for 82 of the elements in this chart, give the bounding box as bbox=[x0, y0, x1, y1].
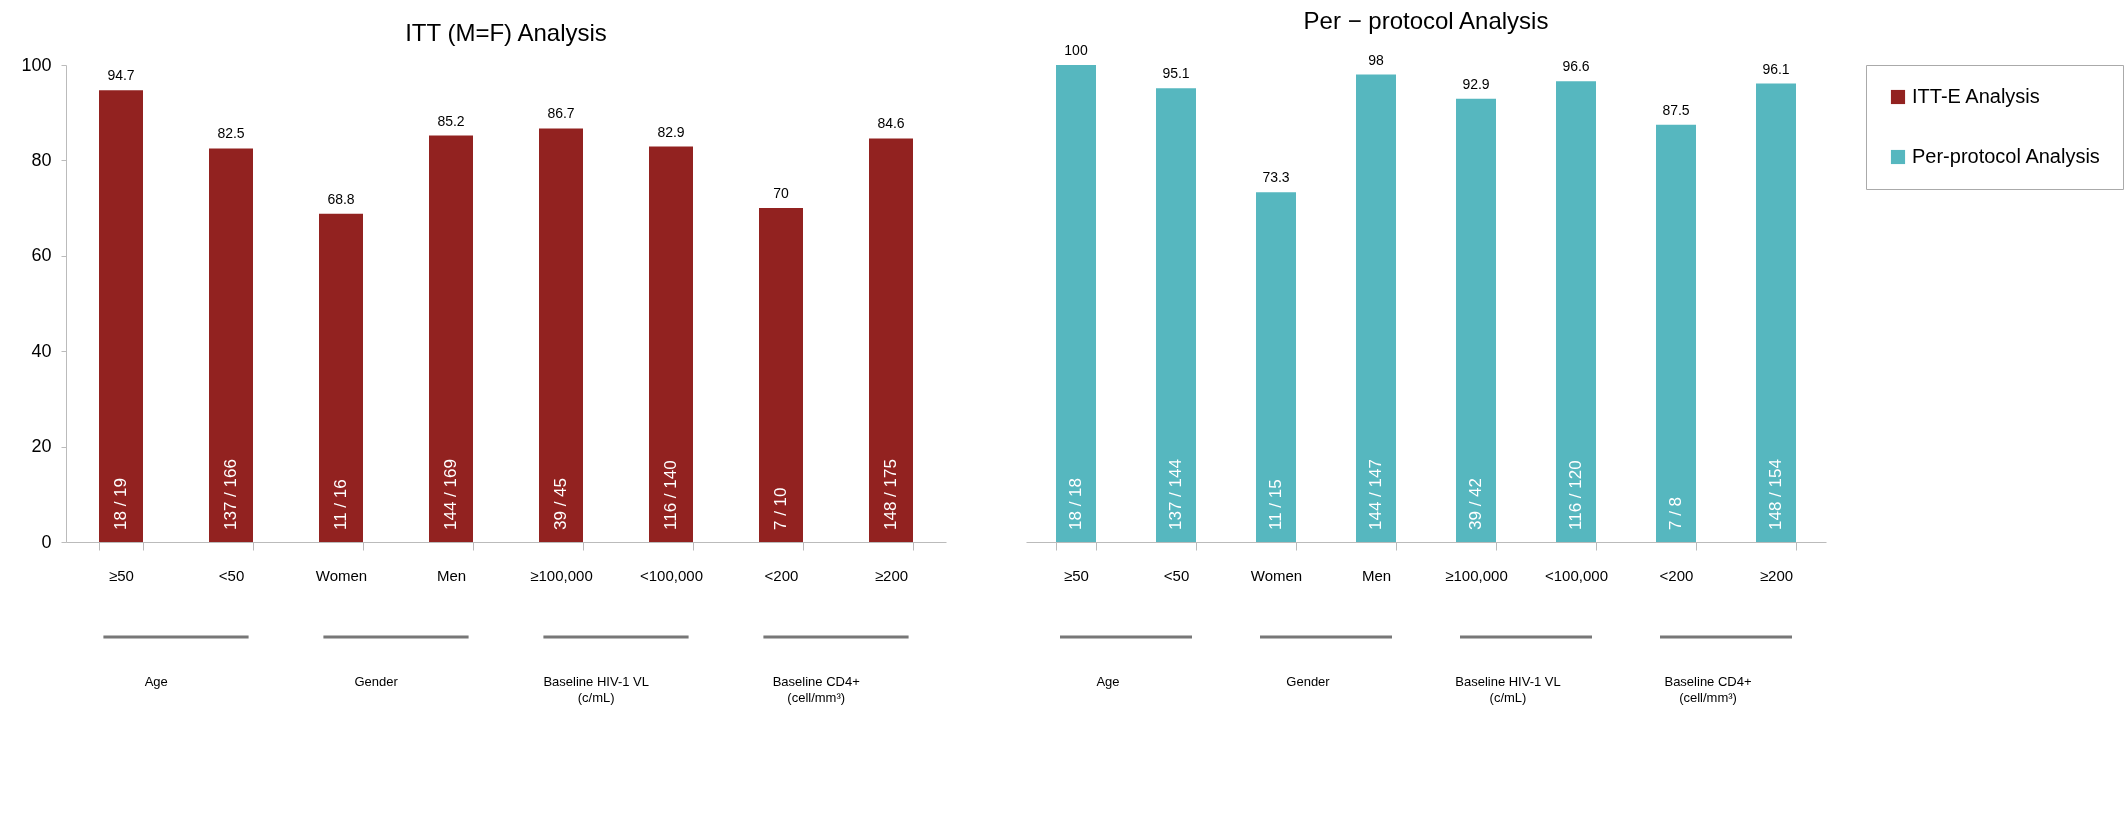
x-tick-label: Men bbox=[1361, 566, 1392, 584]
annotation: 11 / 16 bbox=[331, 479, 350, 530]
x-tick-label: <200 bbox=[1659, 566, 1694, 584]
text: Baseline CD4+ (cell/mm³) bbox=[1664, 674, 1752, 705]
y-tick-label: 100 bbox=[21, 54, 52, 75]
data-label: 95.1 bbox=[1162, 65, 1190, 82]
x-tick-label: <50 bbox=[1163, 566, 1190, 584]
x-tick-label: <100,000 bbox=[640, 566, 703, 584]
annotation: 148 / 154 bbox=[1766, 459, 1785, 530]
chart-title: Per − protocol Analysis bbox=[1303, 7, 1549, 34]
annotation: 39 / 45 bbox=[551, 478, 570, 530]
x-tick-label: ≥50 bbox=[1064, 566, 1089, 584]
x-tick-label: ≥50 bbox=[109, 566, 134, 584]
x-tick-label: <200 bbox=[764, 566, 799, 584]
annotation: 11 / 15 bbox=[1266, 479, 1285, 530]
bar bbox=[1456, 98, 1496, 542]
x-tick-label: <50 bbox=[218, 566, 245, 584]
data-label: 73.3 bbox=[1262, 169, 1290, 186]
bar bbox=[1756, 83, 1796, 542]
text: Gender bbox=[354, 674, 399, 689]
data-label: 92.9 bbox=[1462, 75, 1490, 92]
x-tick-label: ≥100,000 bbox=[530, 566, 593, 584]
bar bbox=[759, 208, 803, 542]
bar bbox=[649, 146, 693, 542]
data-label: 98 bbox=[1368, 51, 1384, 68]
annotation: 144 / 169 bbox=[441, 459, 460, 530]
bar bbox=[1656, 124, 1696, 542]
annotation: 7 / 10 bbox=[771, 487, 790, 530]
y-tick-label: 60 bbox=[31, 245, 52, 266]
bar bbox=[1556, 81, 1596, 542]
bar bbox=[539, 128, 583, 542]
annotation: 7 / 8 bbox=[1666, 496, 1685, 530]
text: Gender bbox=[1286, 674, 1331, 689]
bar bbox=[1156, 88, 1196, 542]
data-label: 82.9 bbox=[657, 123, 685, 140]
bar bbox=[1356, 74, 1396, 542]
x-tick-label: Men bbox=[436, 566, 467, 584]
bar bbox=[99, 90, 143, 542]
legend-label: ITT-E Analysis bbox=[1912, 85, 2040, 107]
data-label: 70 bbox=[773, 185, 789, 202]
bar bbox=[1056, 65, 1096, 542]
data-label: 68.8 bbox=[327, 190, 355, 207]
x-tick-label: <100,000 bbox=[1545, 566, 1608, 584]
text: Age bbox=[144, 674, 168, 689]
annotation: 18 / 18 bbox=[1066, 478, 1085, 530]
x-tick-label: ≥200 bbox=[874, 566, 909, 584]
data-label: 100 bbox=[1064, 42, 1088, 58]
annotation: 137 / 166 bbox=[221, 459, 240, 530]
annotation: 116 / 120 bbox=[1566, 460, 1585, 530]
bar bbox=[209, 148, 253, 542]
x-tick-label: Women bbox=[315, 566, 368, 584]
data-label: 87.5 bbox=[1662, 101, 1690, 118]
x-tick-label: Women bbox=[1250, 566, 1303, 584]
bar bbox=[1256, 192, 1296, 542]
text: Age bbox=[1096, 674, 1120, 689]
annotation: 18 / 19 bbox=[111, 478, 130, 530]
data-label: 96.6 bbox=[1562, 58, 1590, 75]
x-tick-label: ≥100,000 bbox=[1445, 566, 1508, 584]
legend-label: Per-protocol Analysis bbox=[1912, 145, 2100, 167]
text: Baseline CD4+ (cell/mm³) bbox=[772, 674, 860, 705]
annotation: 39 / 42 bbox=[1466, 478, 1485, 530]
data-label: 84.6 bbox=[877, 115, 905, 132]
data-label: 94.7 bbox=[107, 67, 135, 84]
data-label: 85.2 bbox=[437, 112, 465, 129]
annotation: 148 / 175 bbox=[881, 459, 900, 530]
y-tick-label: 0 bbox=[41, 531, 52, 552]
annotation: 116 / 140 bbox=[661, 460, 680, 530]
bar bbox=[429, 135, 473, 542]
bar bbox=[319, 213, 363, 542]
text: Baseline HIV-1 VL (c/mL) bbox=[1455, 674, 1561, 705]
annotation: 144 / 147 bbox=[1366, 459, 1385, 530]
y-tick-label: 80 bbox=[31, 149, 52, 170]
y-tick-label: 20 bbox=[31, 436, 52, 457]
data-label: 86.7 bbox=[547, 105, 575, 122]
chart-title: ITT (M=F) Analysis bbox=[405, 19, 607, 46]
data-label: 82.5 bbox=[217, 125, 245, 142]
x-tick-label: ≥200 bbox=[1759, 566, 1794, 584]
text: Baseline HIV-1 VL (c/mL) bbox=[543, 674, 649, 705]
y-tick-label: 40 bbox=[31, 340, 52, 361]
annotation: 137 / 144 bbox=[1166, 459, 1185, 530]
bar bbox=[869, 138, 913, 542]
data-label: 96.1 bbox=[1762, 60, 1790, 77]
